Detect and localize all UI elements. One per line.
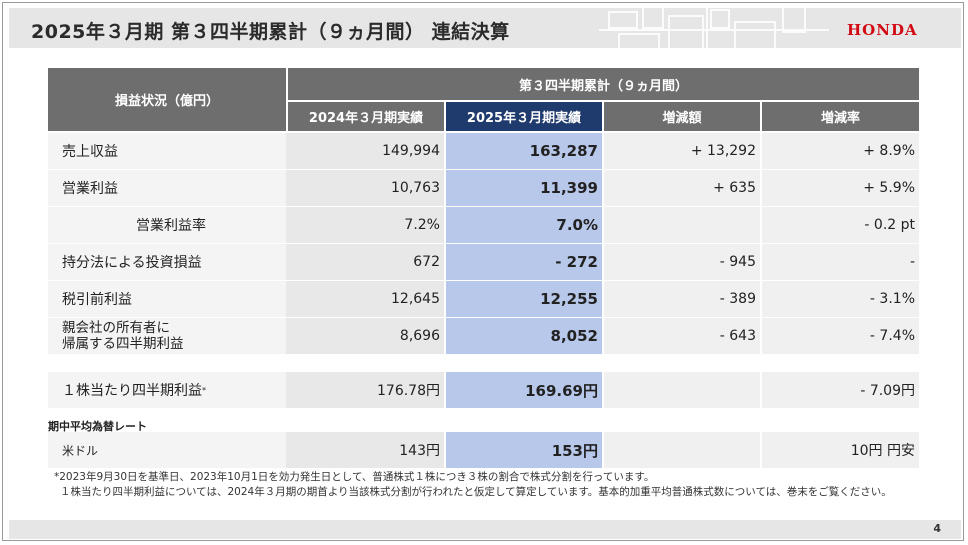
curr-value: 8,052 xyxy=(446,318,602,354)
table-row: 税引前利益 12,645 12,255 - 389 - 3.1% xyxy=(48,281,919,317)
footnote-2: １株当たり四半期利益については、2024年３月期の期首より当該株式分割が行われた… xyxy=(60,486,892,498)
curr-value: 11,399 xyxy=(446,170,602,206)
diff-value: - 945 xyxy=(604,244,760,280)
fx-section-label: 期中平均為替レート xyxy=(48,420,147,433)
diff-value: + 635 xyxy=(604,170,760,206)
period-group-header: 第３四半期累計（９ヵ月間） xyxy=(288,68,919,100)
eps-curr-value: 169.69円 xyxy=(446,372,602,408)
eps-label: １株当たり四半期利益 * xyxy=(48,372,286,408)
row-header-label: 損益状況（億円） xyxy=(48,68,286,131)
table-row: 営業利益 10,763 11,399 + 635 + 5.9% xyxy=(48,170,919,206)
rate-value: - xyxy=(762,244,919,280)
fx-curr-value: 153円 xyxy=(446,432,602,468)
row-divider xyxy=(48,280,919,281)
header-decoration xyxy=(599,8,829,48)
table-row: 営業利益率 7.2% 7.0% - 0.2 pt xyxy=(48,207,919,243)
page-number: 4 xyxy=(933,522,941,535)
eps-label-text: １株当たり四半期利益 xyxy=(62,383,202,399)
column-header-curr: 2025年３月期実績 xyxy=(446,102,602,131)
eps-rate-value: - 7.09円 xyxy=(762,372,919,408)
fx-label: 米ドル xyxy=(48,432,286,468)
page-title: 2025年３月期 第３四半期累計（９ヵ月間） 連結決算 xyxy=(31,21,510,43)
slide-header: 2025年３月期 第３四半期累計（９ヵ月間） 連結決算 HONDA xyxy=(9,8,961,48)
diff-value xyxy=(604,207,760,243)
row-label: 営業利益 xyxy=(48,170,286,206)
curr-value: 163,287 xyxy=(446,133,602,169)
rate-value: + 5.9% xyxy=(762,170,919,206)
footnote-1: *2023年9月30日を基準日、2023年10月1日を効力発生日として、普通株式… xyxy=(54,471,655,483)
row-divider xyxy=(48,169,919,170)
rate-value: - 0.2 pt xyxy=(762,207,919,243)
rate-value: - 3.1% xyxy=(762,281,919,317)
row-divider xyxy=(48,206,919,207)
column-header-prev: 2024年３月期実績 xyxy=(288,102,444,131)
eps-footnote-mark: * xyxy=(202,385,206,395)
row-label: 親会社の所有者に 帰属する四半期利益 xyxy=(48,318,286,354)
eps-row: １株当たり四半期利益 * 176.78円 169.69円 - 7.09円 xyxy=(48,372,919,408)
footnotes: *2023年9月30日を基準日、2023年10月1日を効力発生日として、普通株式… xyxy=(54,470,892,500)
curr-value: 7.0% xyxy=(446,207,602,243)
row-label: 持分法による投資損益 xyxy=(48,244,286,280)
row-label: 営業利益率 xyxy=(48,207,286,243)
prev-value: 7.2% xyxy=(286,207,444,243)
diff-value: - 389 xyxy=(604,281,760,317)
row-divider xyxy=(48,317,919,318)
honda-logo: HONDA xyxy=(847,21,918,39)
row-label-line1: 親会社の所有者に xyxy=(62,320,170,336)
curr-value: - 272 xyxy=(446,244,602,280)
row-label: 売上収益 xyxy=(48,133,286,169)
table-row: 売上収益 149,994 163,287 + 13,292 + 8.9% xyxy=(48,133,919,169)
curr-value: 12,255 xyxy=(446,281,602,317)
diff-value: - 643 xyxy=(604,318,760,354)
fx-rate-value: 10円 円安 xyxy=(762,432,919,468)
diff-value: + 13,292 xyxy=(604,133,760,169)
row-label-line2: 帰属する四半期利益 xyxy=(62,336,184,352)
row-divider xyxy=(48,243,919,244)
prev-value: 10,763 xyxy=(286,170,444,206)
row-label: 税引前利益 xyxy=(48,281,286,317)
prev-value: 149,994 xyxy=(286,133,444,169)
fx-diff-value xyxy=(604,432,760,468)
prev-value: 12,645 xyxy=(286,281,444,317)
fx-prev-value: 143円 xyxy=(286,432,444,468)
eps-diff-value xyxy=(604,372,760,408)
table-row: 持分法による投資損益 672 - 272 - 945 - xyxy=(48,244,919,280)
table-row: 親会社の所有者に 帰属する四半期利益 8,696 8,052 - 643 - 7… xyxy=(48,318,919,354)
eps-prev-value: 176.78円 xyxy=(286,372,444,408)
footer-bar: 4 xyxy=(9,520,961,539)
prev-value: 672 xyxy=(286,244,444,280)
column-header-rate: 増減率 xyxy=(762,102,919,131)
column-header-diff: 増減額 xyxy=(604,102,760,131)
prev-value: 8,696 xyxy=(286,318,444,354)
rate-value: - 7.4% xyxy=(762,318,919,354)
fx-row: 米ドル 143円 153円 10円 円安 xyxy=(48,432,919,468)
rate-value: + 8.9% xyxy=(762,133,919,169)
